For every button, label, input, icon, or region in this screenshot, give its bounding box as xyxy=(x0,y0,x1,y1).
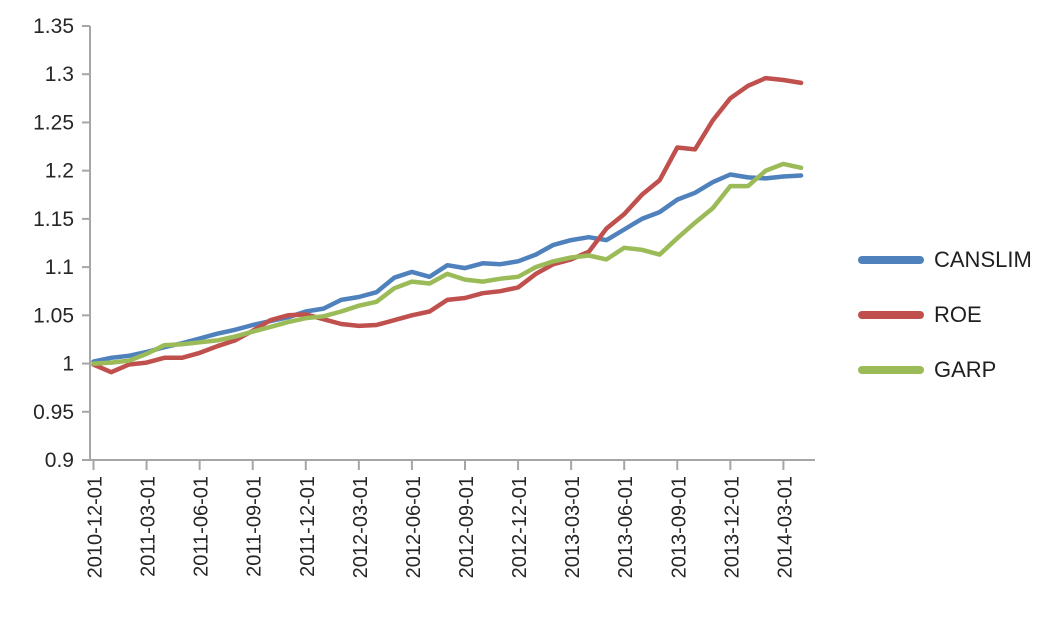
y-tick-label: 1 xyxy=(62,353,74,376)
legend-swatch-garp xyxy=(858,366,924,374)
x-tick-label: 2013-06-01 xyxy=(615,476,637,578)
x-tick-label: 2013-03-01 xyxy=(562,476,584,578)
x-tick-label: 2012-12-01 xyxy=(509,476,531,578)
legend-item-canslim: CANSLIM xyxy=(858,247,1032,272)
x-tick-label: 2011-03-01 xyxy=(138,476,160,577)
x-tick-label: 2010-12-01 xyxy=(85,476,107,578)
y-tick-label: 1.3 xyxy=(45,63,74,86)
legend-swatch-roe xyxy=(858,311,924,319)
y-tick-label: 0.95 xyxy=(33,401,74,424)
series-line-canslim xyxy=(91,172,804,364)
y-tick-label: 1.35 xyxy=(33,15,74,38)
legend-item-roe: ROE xyxy=(858,302,1032,327)
series-line-roe xyxy=(91,75,804,375)
y-tick-label: 0.9 xyxy=(45,449,74,472)
x-tick-label: 2011-06-01 xyxy=(191,476,213,577)
legend-label-roe: ROE xyxy=(934,302,982,327)
x-tick-label: 2012-06-01 xyxy=(403,476,425,578)
x-tick-label: 2012-03-01 xyxy=(350,476,372,578)
legend-item-garp: GARP xyxy=(858,357,1032,382)
y-tick-label: 1.25 xyxy=(33,111,74,134)
legend-label-garp: GARP xyxy=(934,357,997,382)
y-tick-label: 1.1 xyxy=(45,256,74,279)
x-tick-label: 2013-12-01 xyxy=(721,476,743,578)
series-line-garp xyxy=(91,161,804,366)
x-tick-label: 2011-09-01 xyxy=(244,476,266,577)
chart-legend: CANSLIM ROE GARP xyxy=(858,247,1032,382)
x-tick-label: 2013-09-01 xyxy=(668,476,690,578)
x-tick-label: 2012-09-01 xyxy=(456,476,478,578)
y-tick-label: 1.05 xyxy=(33,304,74,327)
y-tick-label: 1.15 xyxy=(33,208,74,231)
legend-label-canslim: CANSLIM xyxy=(934,247,1032,272)
x-tick-label: 2011-12-01 xyxy=(297,476,319,577)
x-tick-label: 2014-03-01 xyxy=(774,476,796,578)
y-tick-label: 1.2 xyxy=(45,160,74,183)
legend-swatch-canslim xyxy=(858,256,924,264)
